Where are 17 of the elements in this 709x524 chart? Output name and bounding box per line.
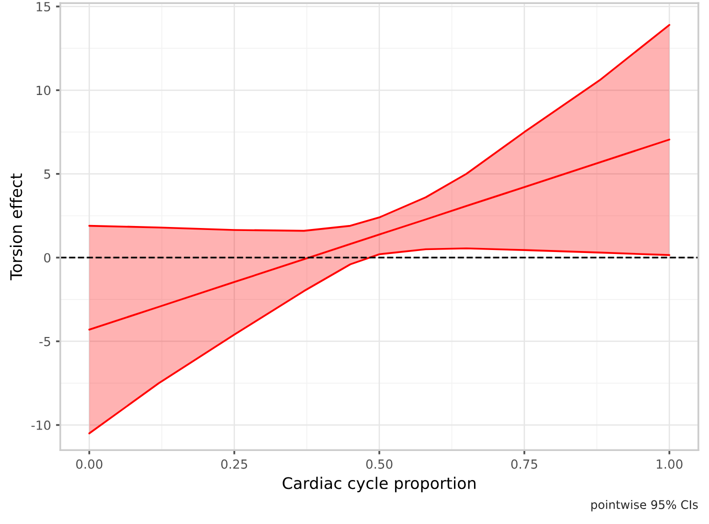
x-tick-label: 0.75 xyxy=(511,459,538,469)
x-axis-title: Cardiac cycle proportion xyxy=(282,476,476,492)
y-tick-label: -10 xyxy=(31,420,50,430)
x-tick-label: 0.00 xyxy=(76,459,102,469)
y-tick-label: -5 xyxy=(39,336,50,346)
line-series xyxy=(88,24,670,232)
text: pointwise 95% CIs xyxy=(591,500,698,512)
y-tick-label: 10 xyxy=(36,86,50,96)
y-tick-label: 5 xyxy=(44,170,50,179)
y-tick-label: 0 xyxy=(44,253,50,263)
line-series xyxy=(88,138,670,330)
x-tick-label: 1.00 xyxy=(656,459,682,469)
y-tick-label: 15 xyxy=(36,2,50,12)
x-tick-label: 0.50 xyxy=(366,459,392,469)
x-tick-label: 0.25 xyxy=(221,459,248,469)
line-series xyxy=(88,247,670,434)
y-axis-title: Torsion effect xyxy=(10,173,22,280)
